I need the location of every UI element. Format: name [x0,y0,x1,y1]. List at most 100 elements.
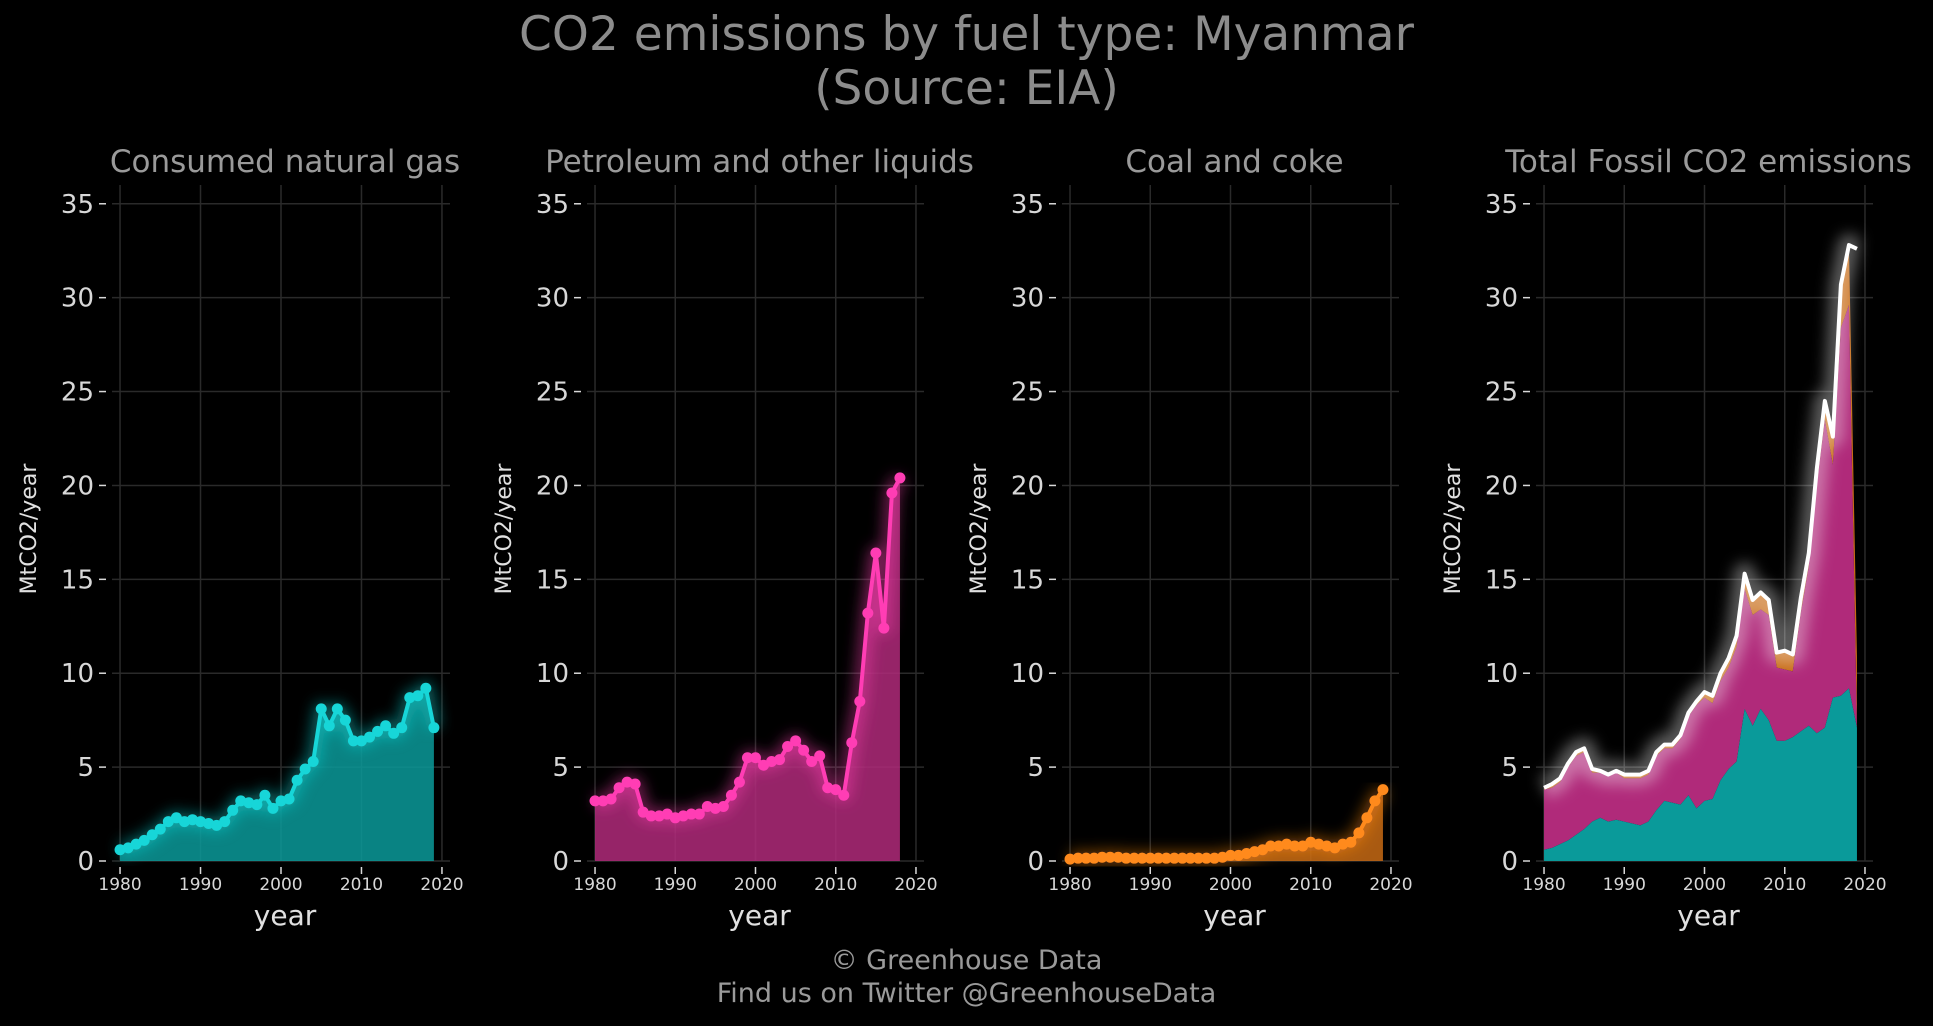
x-tick-label: 2000 [259,875,302,895]
petroleum-point [886,487,898,499]
petroleum-point [830,784,842,796]
coal-point [1377,784,1389,796]
gas-point [364,731,376,743]
y-tick-label: 15 [61,565,94,595]
gas-point [428,722,440,734]
x-tick-label: 2010 [1763,875,1806,895]
gas-area [120,688,434,861]
petroleum-point [645,810,657,822]
coal-point [1136,852,1148,864]
x-tick-label: 1990 [654,875,697,895]
petroleum-point [798,744,810,756]
y-tick-label: 15 [1485,565,1518,595]
coal-point [1104,851,1116,863]
x-tick-label: 2020 [420,875,463,895]
panel-4: 0 5 10 15 20 25 30 35 1980 1990 2000 2010 2020 Total … [1441,144,1912,932]
y-tick-label: 25 [536,378,569,408]
y-tick-label: 35 [1011,190,1044,220]
gas-point [347,735,359,747]
coal-point [1088,852,1100,864]
gas-point [315,703,327,715]
petroleum-point [806,755,818,767]
y-axis-label: MtCO2/year [967,463,992,595]
footer-copyright: © Greenhouse Data [830,945,1103,976]
gas-point [339,714,351,726]
y-tick-label: 10 [1485,659,1518,689]
petroleum-point [814,750,826,762]
y-tick-label: 15 [536,565,569,595]
gas-point [146,829,158,841]
coal-point [1225,849,1236,861]
coal-point [1120,852,1132,864]
gas-point [412,690,424,702]
y-tick-label: 30 [61,284,94,314]
coal-point [1168,852,1180,864]
petroleum-point [782,740,794,752]
gas-point [299,763,311,775]
petroleum-stack-area [1544,305,1857,850]
petroleum-point [862,607,874,619]
x-tick-label: 2000 [1683,875,1726,895]
coal-point [1128,852,1140,864]
y-tick-label: 20 [536,471,569,501]
petroleum-point [613,782,625,794]
gas-point [219,816,231,828]
y-tick-label: 25 [1485,378,1518,408]
y-tick-label: 0 [77,847,94,877]
coal-area [1070,789,1383,861]
y-tick-label: 15 [1011,565,1044,595]
x-tick-label: 2020 [1843,875,1886,895]
x-tick-label: 2020 [1369,875,1412,895]
y-tick-label: 30 [1011,284,1044,314]
y-tick-label: 10 [1011,659,1044,689]
petroleum-point [589,795,601,807]
gas-point [420,682,432,694]
petroleum-point [717,801,729,813]
y-tick-label: 20 [61,471,94,501]
coal-point [1184,852,1196,864]
coal-point [1208,852,1220,864]
x-tick-label: 1980 [1048,875,1091,895]
coal-point [1265,840,1277,852]
y-tick-label: 25 [1011,378,1044,408]
x-tick-label: 1980 [573,875,616,895]
coal-point [1369,795,1381,807]
coal-point [1096,851,1108,863]
gas-point [154,823,166,835]
y-tick-label: 35 [61,190,94,220]
panel-1: 0 5 10 15 20 25 30 35 1980 1990 2000 2010 2020 Consum… [17,144,464,932]
y-tick-label: 5 [1027,753,1044,783]
x-tick-label: 2010 [814,875,857,895]
subplot-title: Total Fossil CO2 emissions [1504,144,1912,180]
gas-point [291,774,303,786]
gas-point [323,720,335,732]
petroleum-point [894,472,906,484]
subplot-title: Coal and coke [1125,144,1343,180]
petroleum-point [750,752,761,764]
y-tick-label: 35 [1485,190,1518,220]
y-tick-label: 25 [61,378,94,408]
coal-point [1160,852,1172,864]
petroleum-point [605,793,617,805]
coal-point [1192,852,1204,864]
petroleum-point [774,754,786,766]
x-tick-label: 1980 [98,875,141,895]
x-axis-label: year [1203,899,1266,932]
x-tick-label: 1990 [1603,875,1646,895]
y-axis-label: MtCO2/year [17,463,42,595]
y-tick-label: 20 [1011,471,1044,501]
petroleum-point [685,808,697,820]
gas-point [372,725,384,737]
footer-twitter: Find us on Twitter @GreenhouseData [716,978,1217,1009]
panel-2: 0 5 10 15 20 25 30 35 1980 1990 2000 2010 2020 Petrol… [492,144,974,932]
petroleum-point [790,735,802,747]
petroleum-point [725,789,737,801]
y-tick-label: 10 [536,659,569,689]
x-axis-label: year [728,899,791,932]
y-tick-label: 5 [552,753,569,783]
gas-point [267,802,279,814]
petroleum-point [838,789,850,801]
gas-point [331,703,343,715]
y-tick-label: 30 [1485,284,1518,314]
